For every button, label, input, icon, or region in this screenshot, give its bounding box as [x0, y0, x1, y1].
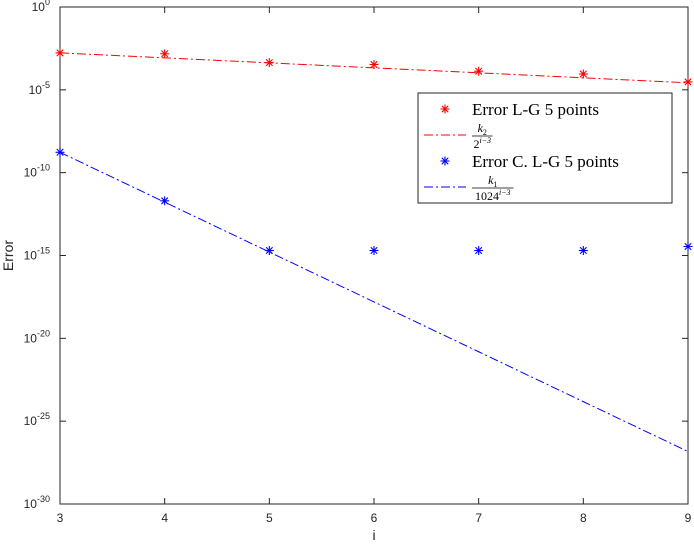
series-point-2: [160, 196, 170, 206]
y-tick-label: 10-30: [24, 494, 50, 511]
y-tick-base: 10: [24, 166, 38, 180]
x-tick-label: 5: [266, 511, 273, 525]
legend-frac-den-1: 2i−3: [473, 136, 491, 151]
legend-marker-0: [440, 104, 450, 114]
y-tick-exp: -30: [37, 494, 50, 504]
y-tick-base: 10: [24, 249, 38, 263]
y-tick-label: 100: [32, 0, 50, 14]
legend-frac-den-3: 1024i−3: [475, 188, 511, 203]
y-tick-exp: -10: [37, 163, 50, 173]
legend-marker-2: [440, 156, 450, 166]
y-tick-label: 10-10: [24, 163, 50, 180]
y-tick-base: 10: [32, 0, 46, 14]
y-tick-exp: -5: [42, 80, 50, 90]
series-point-0: [474, 66, 484, 76]
series-point-0: [578, 69, 588, 79]
series-line-3: [59, 151, 689, 452]
y-tick-label: 10-15: [24, 246, 50, 263]
series-layer: [55, 48, 693, 452]
series-point-2: [578, 246, 588, 256]
y-tick-base: 10: [24, 497, 38, 511]
legend-label-0: Error L-G 5 points: [472, 100, 599, 119]
legend-box: [417, 92, 673, 204]
legend-label-2: Error C. L-G 5 points: [472, 152, 619, 171]
x-tick-label: 8: [580, 511, 587, 525]
plot-area: [59, 6, 689, 505]
x-tick-label: 9: [685, 511, 692, 525]
x-axis-title: i: [372, 527, 375, 543]
series-point-0: [683, 77, 693, 87]
series-point-2: [369, 246, 379, 256]
y-tick-base: 10: [24, 331, 38, 345]
y-tick-exp: -20: [37, 328, 50, 338]
y-tick-exp: -15: [37, 246, 50, 256]
y-tick-exp: -25: [37, 411, 50, 421]
x-tick-label: 4: [161, 511, 168, 525]
y-tick-base: 10: [29, 83, 43, 97]
y-tick-label: 10-25: [24, 411, 50, 428]
y-tick-label: 10-5: [29, 80, 50, 97]
legend-frac-num-3: k1: [488, 173, 497, 189]
x-tick-label: 7: [475, 511, 482, 525]
series-point-2: [683, 241, 693, 251]
y-axis-title: Error: [0, 240, 16, 271]
y-tick-label: 10-20: [24, 328, 50, 345]
series-point-2: [474, 246, 484, 256]
x-tick-label: 6: [371, 511, 378, 525]
y-tick-base: 10: [24, 414, 38, 428]
series-line-1: [59, 52, 689, 84]
legend-frac-num-1: k2: [478, 121, 487, 137]
series-point-0: [160, 49, 170, 59]
y-tick-exp: 0: [45, 0, 50, 7]
x-tick-label: 3: [57, 511, 64, 525]
